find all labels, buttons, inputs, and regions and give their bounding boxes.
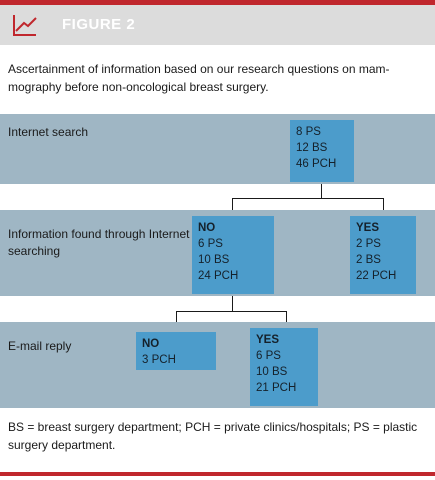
box-line: 8 PS xyxy=(296,126,321,138)
row-band-email-reply: E-mail reply NO 3 PCH YES 6 PS 10 BS 21 … xyxy=(0,322,435,408)
row-label: Internet search xyxy=(8,125,89,139)
connector-line xyxy=(176,311,177,322)
box-line: 2 BS xyxy=(356,254,381,266)
connector-line xyxy=(232,198,233,210)
box-line: 2 PS xyxy=(356,238,381,250)
box-line: 22 PCH xyxy=(356,270,397,282)
box-line: 10 BS xyxy=(198,254,230,266)
box-line: 6 PS xyxy=(256,350,281,362)
box-line: 12 BS xyxy=(296,142,328,154)
figure-title: FIGURE 2 xyxy=(62,16,136,33)
row-band-internet-search: Internet search 8 PS 12 BS 46 PCH xyxy=(0,114,435,184)
box-line: 3 PCH xyxy=(142,354,176,366)
flow-box-info-no: NO 6 PS 10 BS 24 PCH xyxy=(192,216,274,294)
box-header: YES xyxy=(356,222,380,234)
figure-caption: Ascertainment of information based on ou… xyxy=(8,62,390,94)
connector-line xyxy=(286,311,287,322)
box-line: 10 BS xyxy=(256,366,288,378)
flow-box-email-no: NO 3 PCH xyxy=(136,332,216,370)
box-header: NO xyxy=(142,338,160,350)
connector-line xyxy=(383,198,384,210)
box-line: 6 PS xyxy=(198,238,223,250)
flow-box-info-yes: YES 2 PS 2 BS 22 PCH xyxy=(350,216,416,294)
connector-line xyxy=(176,311,286,312)
box-line: 21 PCH xyxy=(256,382,297,394)
row-label: Information found through Internet searc… xyxy=(8,227,190,258)
flow-box-internet-search: 8 PS 12 BS 46 PCH xyxy=(290,120,354,182)
line-chart-icon xyxy=(13,15,37,36)
row-band-information-found: Information found through Internet searc… xyxy=(0,210,435,296)
box-header: NO xyxy=(198,222,216,234)
connector-line xyxy=(232,296,233,311)
box-line: 24 PCH xyxy=(198,270,239,282)
bottom-accent-line xyxy=(0,472,435,476)
box-line: 46 PCH xyxy=(296,158,337,170)
flow-box-email-yes: YES 6 PS 10 BS 21 PCH xyxy=(250,328,318,406)
connector-line xyxy=(321,184,322,198)
connector-line xyxy=(232,198,383,199)
box-header: YES xyxy=(256,334,280,346)
figure-header: FIGURE 2 xyxy=(0,5,435,45)
top-accent-line xyxy=(0,0,435,5)
row-label: E-mail reply xyxy=(8,339,72,353)
figure-footnote: BS = breast surgery department; PCH = pr… xyxy=(8,420,418,452)
